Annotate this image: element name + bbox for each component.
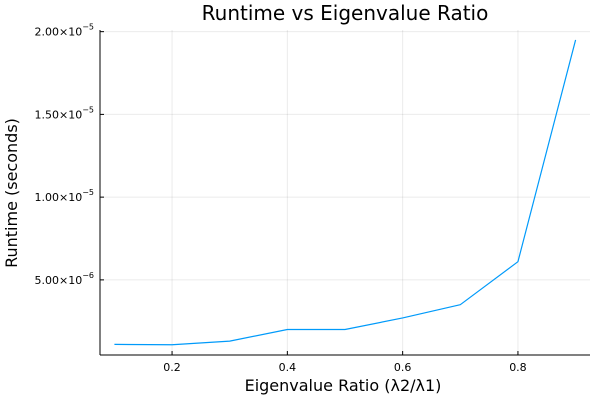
series-layer — [114, 39, 577, 346]
y-tick-label: 1.50×10−5 — [34, 105, 94, 121]
x-tick-label: 0.6 — [394, 361, 412, 374]
y-tick-label: 1.00×10−5 — [34, 188, 94, 204]
y-tick-label: 2.00×10−5 — [34, 23, 94, 39]
axis-layer: 0.2 0.4 0.6 0.8 5.00×10−6 1.00×10−5 1.50×10−5 2… — [34, 23, 590, 374]
y-tick-label: 5.00×10−6 — [34, 271, 94, 287]
label-layer: Runtime vs Eigenvalue Ratio Eigenvalue R… — [2, 1, 488, 395]
x-axis-label: Eigenvalue Ratio (λ2/λ1) — [245, 376, 442, 395]
chart-title: Runtime vs Eigenvalue Ratio — [202, 1, 489, 25]
x-tick-label: 0.4 — [279, 361, 297, 374]
x-tick-label: 0.8 — [509, 361, 527, 374]
x-tick-label: 0.2 — [163, 361, 181, 374]
y-axis-label: Runtime (seconds) — [2, 118, 21, 268]
series-line — [114, 39, 577, 346]
grid-layer — [100, 30, 590, 355]
